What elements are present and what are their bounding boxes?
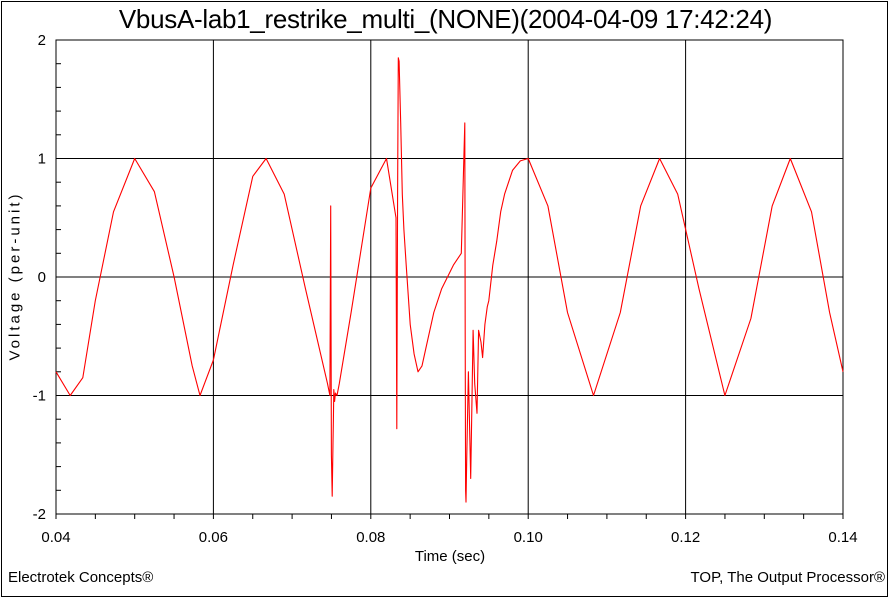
y-tick-label: -1 <box>33 388 46 405</box>
x-tick-label: 0.12 <box>671 529 700 546</box>
y-tick-label: 1 <box>38 151 46 168</box>
x-tick-label: 0.10 <box>514 529 543 546</box>
y-tick-label: 2 <box>38 32 46 49</box>
x-tick-label: 0.04 <box>41 529 70 546</box>
y-tick-label: -2 <box>33 506 46 523</box>
series-line <box>55 57 844 503</box>
y-tick-label: 0 <box>38 269 46 286</box>
x-tick-label: 0.06 <box>199 529 228 546</box>
x-tick-label: 0.14 <box>828 529 857 546</box>
footer-right-credit: TOP, The Output Processor® <box>690 569 885 586</box>
chart-title: VbusA-lab1_restrike_multi_(NONE)(2004-04… <box>118 4 773 34</box>
x-tick-label: 0.08 <box>356 529 385 546</box>
footer-left-credit: Electrotek Concepts® <box>8 569 154 586</box>
x-axis-label: Time (sec) <box>414 548 486 565</box>
